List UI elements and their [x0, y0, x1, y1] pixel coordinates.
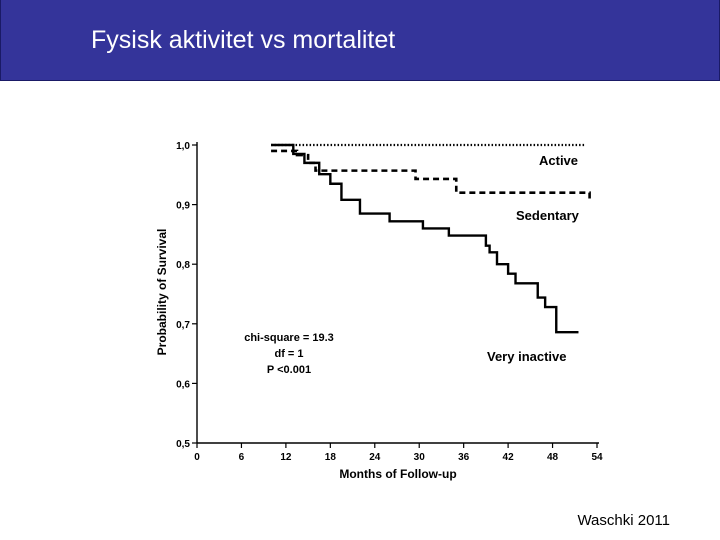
- x-tick-label: 30: [414, 452, 426, 463]
- series-very-inactive-line: [271, 143, 579, 334]
- x-tick-label: 48: [547, 452, 559, 463]
- y-axis-title: Probability of Survival: [155, 229, 169, 356]
- x-tick-label: 12: [280, 452, 292, 463]
- y-tick-label: 0,6: [176, 379, 190, 390]
- x-tick-label: 6: [239, 452, 245, 463]
- df-stat: df = 1: [274, 348, 303, 360]
- x-tick-label: 42: [503, 452, 515, 463]
- y-tick-label: 0,7: [176, 320, 190, 331]
- x-tick-label: 18: [325, 452, 337, 463]
- y-tick-label: 0,9: [176, 201, 190, 212]
- y-tick-label: 0,5: [176, 439, 190, 450]
- p-value-stat: P <0.001: [267, 364, 311, 376]
- title-bar: Fysisk aktivitet vs mortalitet: [0, 0, 720, 81]
- series-label-sedentary: Sedentary: [516, 208, 580, 223]
- series-label-active: Active: [539, 153, 578, 168]
- chart-series: [271, 143, 591, 334]
- source-credit: Waschki 2011: [577, 512, 670, 529]
- series-label-very-inactive: Very inactive: [487, 349, 567, 364]
- x-axis-title: Months of Follow-up: [339, 467, 456, 481]
- x-tick-label: 24: [369, 452, 381, 463]
- chi-square-stat: chi-square = 19.3: [244, 332, 334, 344]
- y-tick-label: 1,0: [176, 141, 190, 152]
- x-tick-label: 54: [591, 452, 603, 463]
- x-tick-label: 0: [194, 452, 200, 463]
- x-tick-label: 36: [458, 452, 470, 463]
- y-tick-label: 0,8: [176, 260, 190, 271]
- slide-title: Fysisk aktivitet vs mortalitet: [91, 26, 396, 54]
- chart-axes: 0 6 12 18 24 30 36 42 48 54 0,5 0,6 0,7 0,8 0,9 1,0: [176, 141, 603, 463]
